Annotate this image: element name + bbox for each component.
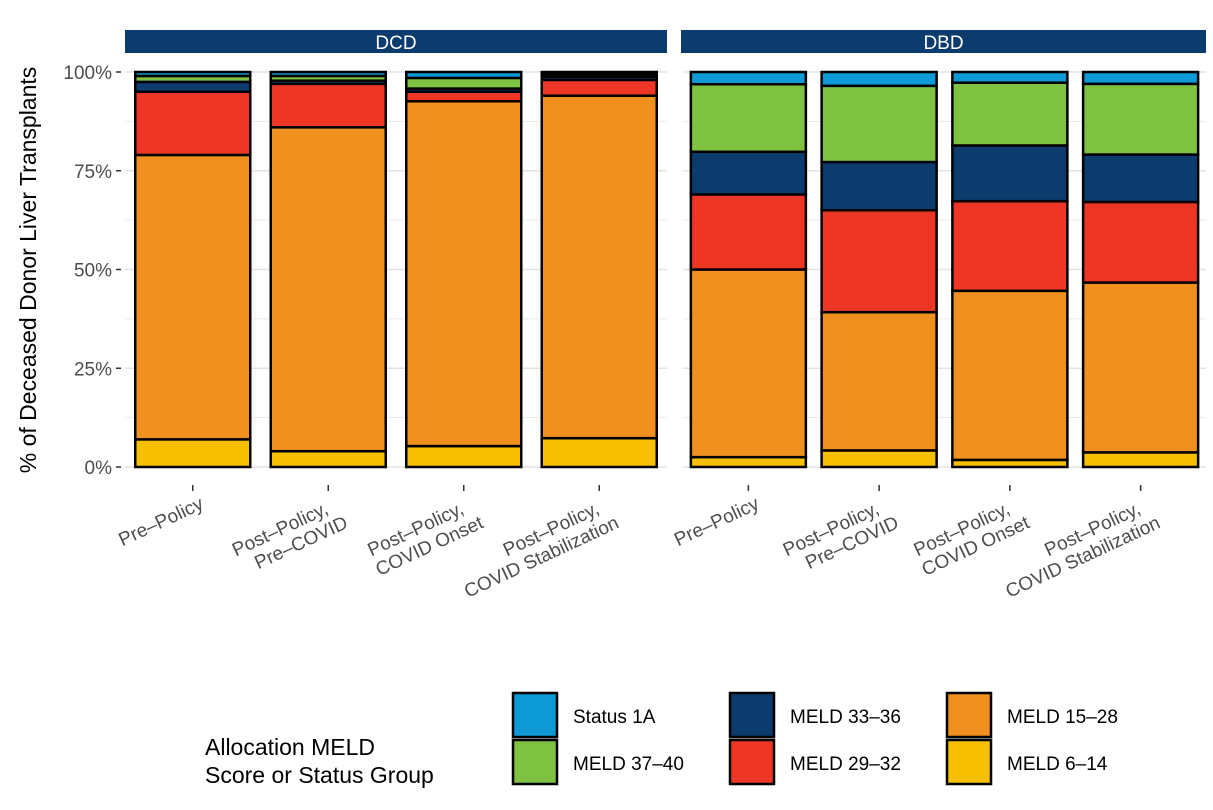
bar-segment — [269, 82, 387, 129]
bar-segment — [540, 436, 658, 469]
legend-label: MELD 37–40 — [573, 754, 684, 775]
legend-label: MELD 6–14 — [1007, 754, 1108, 775]
legend-label: MELD 15–28 — [1007, 707, 1118, 728]
bar-segment — [689, 82, 808, 154]
bar-segment — [820, 84, 938, 164]
bar-segment — [1081, 153, 1200, 204]
bar-segment — [1081, 281, 1200, 454]
bar-segment — [1081, 200, 1200, 284]
bar-segment — [540, 94, 658, 440]
legend-swatch — [511, 691, 559, 739]
x-tick-label: Pre–Policy — [116, 493, 208, 551]
bar-segment — [405, 99, 523, 448]
bar-segment — [1081, 451, 1200, 469]
bar-segment — [134, 70, 252, 78]
legend-label: Status 1A — [573, 707, 656, 728]
y-tick-label: 0% — [85, 458, 113, 479]
bar-segment — [540, 70, 658, 76]
y-tick-label: 50% — [74, 261, 112, 282]
x-tick-label: Post–Policy,COVID Stabilization — [452, 493, 622, 602]
x-tick-label: Post–Policy,COVID Onset — [364, 493, 488, 580]
legend-label: MELD 29–32 — [790, 754, 901, 775]
x-tick-label-line: Pre–Policy — [116, 493, 208, 551]
bar-segment — [820, 449, 938, 469]
bar-segment — [820, 209, 938, 314]
bar-segment — [689, 268, 808, 459]
bar-segment — [820, 310, 938, 452]
bar-segment — [269, 70, 387, 78]
bar-segment — [405, 76, 523, 90]
x-tick-label: Post–Policy,Pre–COVID — [229, 493, 351, 580]
y-axis-label: % of Deceased Donor Liver Transplants — [15, 67, 41, 474]
bar-segment — [269, 449, 387, 469]
bar-segment — [689, 193, 808, 271]
bar-segment — [820, 160, 938, 212]
x-tick-label-line: Pre–Policy — [671, 493, 763, 551]
legend-label: MELD 33–36 — [790, 707, 901, 728]
facet-strip-label: DCD — [375, 33, 416, 54]
bar-segment — [951, 199, 1069, 293]
facet-strip-label: DBD — [923, 33, 963, 54]
legend-swatch — [728, 691, 776, 739]
legend-title-line: Score or Status Group — [205, 762, 434, 788]
x-tick-label: Post–Policy,COVID Onset — [910, 493, 1034, 580]
bar-segment — [134, 90, 252, 157]
x-tick-label: Pre–Policy — [671, 493, 763, 551]
x-tick-label: Post–Policy,Pre–COVID — [780, 493, 902, 580]
legend-swatch — [728, 738, 776, 786]
y-tick-label: 25% — [74, 359, 112, 380]
bar-segment — [951, 144, 1069, 203]
facet-strip — [125, 30, 667, 53]
bar-segment — [269, 126, 387, 453]
bar-segment — [405, 444, 523, 469]
bar-segment — [689, 150, 808, 196]
bar-segment — [689, 455, 808, 469]
bar-segment — [951, 289, 1069, 462]
bar-segment — [540, 78, 658, 97]
bar-segment — [134, 153, 252, 441]
legend-swatch — [945, 691, 993, 739]
bar-segment — [689, 70, 808, 86]
legend-title: Allocation MELD Score or Status Group — [205, 734, 434, 788]
legend-swatch — [945, 738, 993, 786]
bar-segment — [405, 70, 523, 80]
facet-strip — [681, 30, 1206, 53]
bar-segment — [820, 70, 938, 88]
legend-swatch — [511, 738, 559, 786]
bar-segment — [134, 438, 252, 469]
y-tick-label: 100% — [63, 63, 112, 84]
bar-segment — [405, 90, 523, 103]
x-tick-label: Post–Policy,COVID Stabilization — [994, 493, 1164, 602]
bar-segment — [951, 70, 1069, 84]
legend-title-line: Allocation MELD — [205, 734, 375, 760]
bar-segment — [951, 81, 1069, 147]
bar-segment — [134, 80, 252, 93]
y-tick-label: 75% — [74, 162, 112, 183]
bar-segment — [1081, 70, 1200, 86]
bar-segment — [1081, 82, 1200, 156]
